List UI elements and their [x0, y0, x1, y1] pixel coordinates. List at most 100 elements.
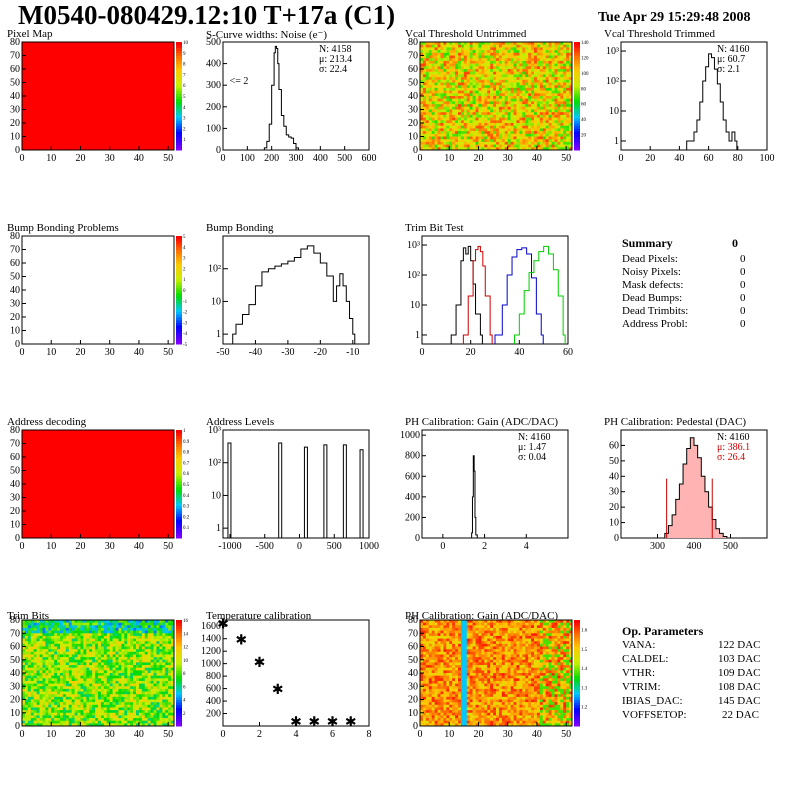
heatmap-cell	[514, 120, 517, 123]
heatmap-cell	[511, 88, 514, 91]
plot-frame	[223, 236, 369, 344]
heatmap-cell	[37, 639, 40, 642]
heatmap-cell	[455, 72, 458, 75]
heatmap-cell	[116, 684, 119, 687]
heatmap-cell	[481, 118, 484, 121]
heatmap-cell	[534, 88, 537, 91]
heatmap-cell	[566, 91, 569, 94]
heatmap-cell	[95, 718, 98, 721]
heatmap-cell	[438, 93, 441, 96]
heatmap-cell	[563, 88, 566, 91]
heatmap-cell	[560, 66, 563, 69]
heatmap-cell	[514, 139, 517, 142]
heatmap-cell	[552, 131, 555, 134]
heatmap-cell	[467, 96, 470, 99]
heatmap-cell	[537, 91, 540, 94]
heatmap-cell	[168, 639, 171, 642]
heatmap-cell	[75, 631, 78, 634]
colorbar	[176, 430, 182, 539]
heatmap-cell	[554, 131, 557, 134]
heatmap-cell	[95, 668, 98, 671]
heatmap-cell	[443, 61, 446, 64]
heatmap-cell	[124, 700, 127, 703]
heatmap-cell	[438, 77, 441, 80]
heatmap-cell	[142, 702, 145, 705]
heatmap-cell	[92, 713, 95, 716]
heatmap-cell	[113, 636, 116, 639]
heatmap-cell	[116, 631, 119, 634]
heatmap-cell	[151, 660, 154, 663]
heatmap-cell	[508, 77, 511, 80]
heatmap-cell	[516, 142, 519, 145]
heatmap-cell	[478, 134, 481, 137]
heatmap-cell	[31, 694, 34, 697]
heatmap-cell	[98, 676, 101, 679]
heatmap-cell	[423, 145, 426, 148]
heatmap-cell	[63, 678, 66, 681]
heatmap-cell	[31, 647, 34, 650]
heatmap-cell	[83, 684, 86, 687]
heatmap-cell	[107, 692, 110, 695]
heatmap-cell	[514, 96, 517, 99]
heatmap-cell	[69, 623, 72, 626]
heatmap-cell	[464, 47, 467, 50]
heatmap-cell	[139, 705, 142, 708]
x-tick-label: 4	[294, 729, 299, 740]
heatmap-cell	[110, 623, 113, 626]
heatmap-cell	[113, 694, 116, 697]
heatmap-cell	[490, 83, 493, 86]
heatmap-cell	[57, 639, 60, 642]
heatmap-cell	[499, 131, 502, 134]
heatmap-cell	[162, 678, 165, 681]
heatmap-cell	[566, 137, 569, 140]
heatmap-cell	[25, 678, 28, 681]
heatmap-cell	[154, 705, 157, 708]
heatmap-cell	[136, 668, 139, 671]
heatmap-cell	[151, 641, 154, 644]
heatmap-cell	[438, 85, 441, 88]
heatmap-cell	[464, 142, 467, 145]
heatmap-cell	[89, 668, 92, 671]
heatmap-cell	[554, 88, 557, 91]
heatmap-cell	[429, 56, 432, 59]
heatmap-cell	[534, 85, 537, 88]
heatmap-cell	[124, 654, 127, 657]
heatmap-cell	[118, 700, 121, 703]
heatmap-cell	[423, 61, 426, 64]
heatmap-cell	[429, 69, 432, 72]
heatmap-cell	[154, 623, 157, 626]
heatmap-cell	[63, 707, 66, 710]
heatmap-cell	[40, 686, 43, 689]
heatmap-cell	[566, 61, 569, 64]
heatmap-cell	[508, 83, 511, 86]
heatmap-cell	[481, 50, 484, 53]
heatmap-cell	[528, 45, 531, 48]
y-tick-label: 1400	[201, 634, 221, 645]
heatmap-cell	[48, 636, 51, 639]
heatmap-cell	[429, 636, 432, 639]
heatmap-cell	[69, 625, 72, 628]
heatmap-cell	[118, 692, 121, 695]
heatmap-cell	[496, 134, 499, 137]
heatmap-cell	[37, 641, 40, 644]
heatmap-cell	[28, 676, 31, 679]
heatmap-cell	[104, 660, 107, 663]
heatmap-cell	[139, 692, 142, 695]
heatmap-cell	[514, 88, 517, 91]
heatmap-cell	[566, 139, 569, 142]
heatmap-cell	[136, 694, 139, 697]
heatmap-cell	[546, 72, 549, 75]
heatmap-cell	[54, 662, 57, 665]
heatmap-cell	[159, 665, 162, 668]
heatmap-cell	[554, 118, 557, 121]
heatmap-cell	[423, 85, 426, 88]
heatmap-cell	[461, 56, 464, 59]
heatmap-cell	[168, 670, 171, 673]
heatmap-cell	[142, 665, 145, 668]
heatmap-cell	[446, 131, 449, 134]
colorbar	[176, 42, 182, 151]
heatmap-cell	[72, 707, 75, 710]
heatmap-cell	[438, 72, 441, 75]
heatmap-cell	[499, 85, 502, 88]
